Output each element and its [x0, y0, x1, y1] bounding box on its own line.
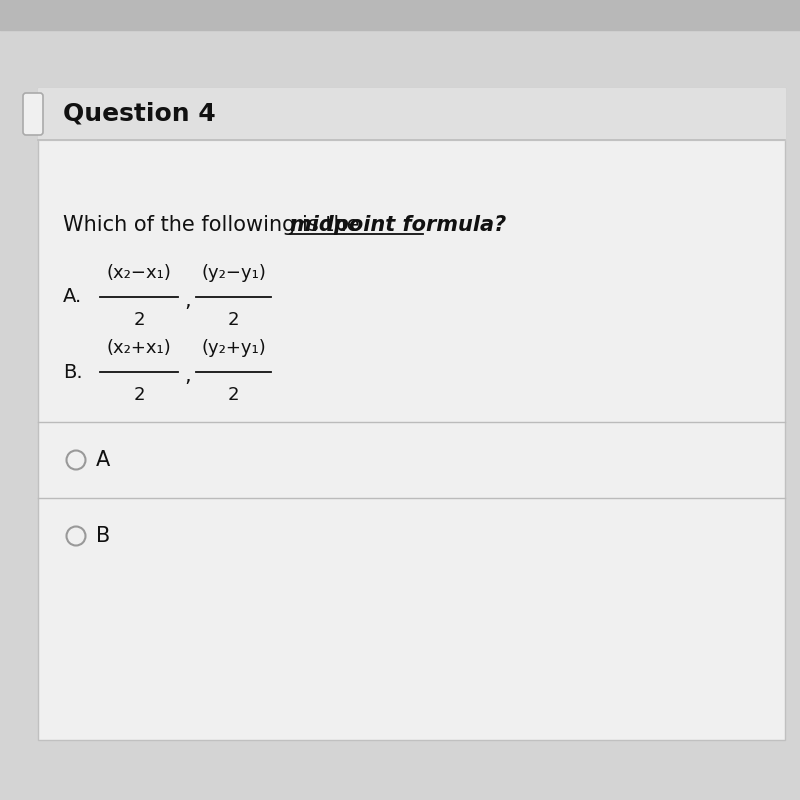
Text: (y₂−y₁): (y₂−y₁): [201, 264, 266, 282]
Text: 2: 2: [228, 386, 239, 404]
FancyBboxPatch shape: [38, 88, 785, 740]
Bar: [0, 0, 800, 30]
Text: ,: ,: [184, 291, 190, 311]
Text: B.: B.: [63, 362, 82, 382]
Text: 2: 2: [134, 386, 145, 404]
Text: 2: 2: [134, 311, 145, 329]
FancyBboxPatch shape: [23, 93, 43, 135]
Text: 2: 2: [228, 311, 239, 329]
Text: midpoint formula?: midpoint formula?: [290, 215, 506, 235]
Text: (y₂+y₁): (y₂+y₁): [201, 339, 266, 357]
Text: B: B: [96, 526, 110, 546]
Text: (x₂−x₁): (x₂−x₁): [106, 264, 171, 282]
Text: Question 4: Question 4: [63, 102, 216, 126]
Text: (x₂+x₁): (x₂+x₁): [106, 339, 171, 357]
Bar: [38, 88, 785, 140]
Text: A: A: [96, 450, 110, 470]
Text: A.: A.: [63, 287, 82, 306]
Text: Which of the following is the: Which of the following is the: [63, 215, 366, 235]
Text: ,: ,: [184, 366, 190, 386]
